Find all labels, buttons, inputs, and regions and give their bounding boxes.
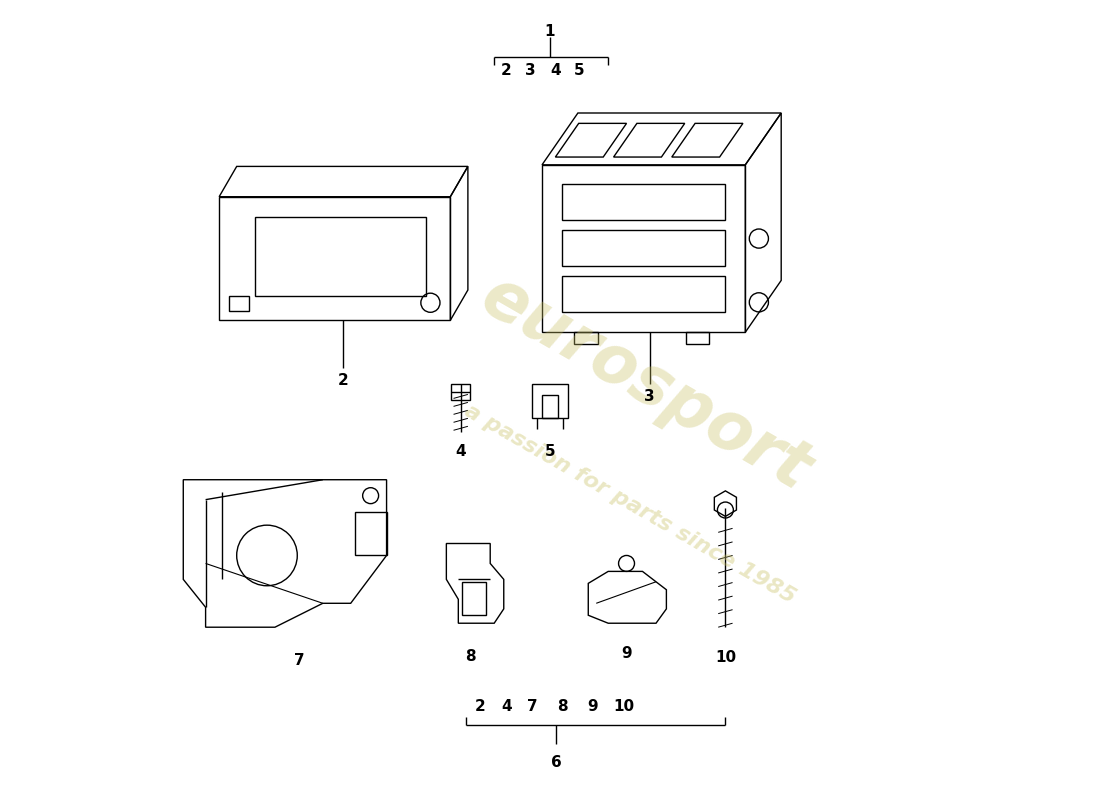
Text: 3: 3 xyxy=(645,389,654,403)
Text: a passion for parts since 1985: a passion for parts since 1985 xyxy=(461,400,799,607)
Text: 7: 7 xyxy=(294,653,305,668)
Bar xyxy=(229,296,249,310)
Text: 8: 8 xyxy=(465,650,475,664)
Text: 10: 10 xyxy=(614,699,635,714)
Bar xyxy=(219,197,450,320)
Text: eurosport: eurosport xyxy=(470,263,822,505)
Bar xyxy=(462,582,486,615)
Bar xyxy=(354,512,386,555)
Text: 8: 8 xyxy=(557,699,568,714)
Text: 2: 2 xyxy=(474,699,485,714)
Bar xyxy=(532,384,568,418)
Text: 4: 4 xyxy=(500,699,512,714)
Text: 2: 2 xyxy=(338,373,348,387)
Bar xyxy=(542,165,746,332)
Bar xyxy=(685,332,710,344)
Text: 4: 4 xyxy=(550,63,561,78)
Bar xyxy=(562,230,725,266)
Bar xyxy=(574,332,597,344)
Bar xyxy=(451,384,471,400)
Text: 4: 4 xyxy=(455,444,466,459)
Bar xyxy=(542,395,558,418)
Text: 6: 6 xyxy=(551,755,562,770)
Text: 10: 10 xyxy=(715,650,736,665)
Text: 7: 7 xyxy=(527,699,538,714)
Bar xyxy=(562,184,725,220)
Text: 5: 5 xyxy=(574,63,585,78)
Text: 2: 2 xyxy=(500,63,512,78)
Text: 9: 9 xyxy=(587,699,597,714)
Bar xyxy=(255,217,427,296)
Text: 5: 5 xyxy=(544,443,556,458)
Text: 9: 9 xyxy=(621,646,631,661)
Bar xyxy=(562,277,725,312)
Text: 1: 1 xyxy=(544,24,556,39)
Text: 3: 3 xyxy=(525,63,536,78)
